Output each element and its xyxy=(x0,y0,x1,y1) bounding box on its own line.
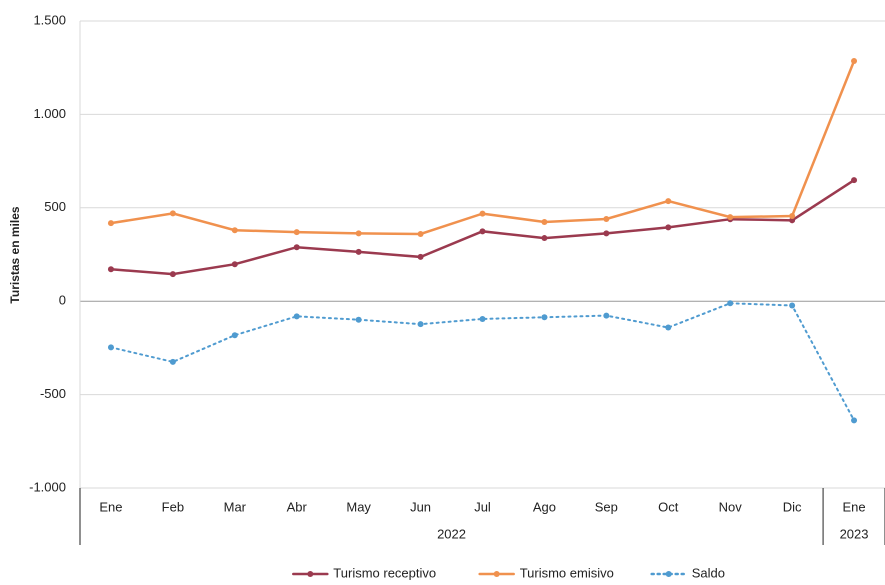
point xyxy=(541,218,548,225)
point xyxy=(789,217,796,224)
point xyxy=(107,266,114,273)
point xyxy=(541,235,548,242)
legend-label: Turismo emisivo xyxy=(520,565,614,580)
point xyxy=(665,324,672,331)
group-label: 2022 xyxy=(437,526,466,541)
point xyxy=(603,230,610,237)
x-tick-label: Oct xyxy=(658,499,679,514)
point xyxy=(169,271,176,278)
x-tick-label: Jul xyxy=(474,499,491,514)
y-tick-label: 1.000 xyxy=(33,106,66,121)
legend-marker xyxy=(307,571,314,577)
point xyxy=(727,214,734,221)
point xyxy=(169,210,176,217)
point xyxy=(107,344,114,351)
y-tick-label: 0 xyxy=(59,293,66,308)
point xyxy=(665,224,672,231)
point xyxy=(851,417,858,424)
point xyxy=(107,220,114,227)
point xyxy=(727,300,734,307)
point xyxy=(417,253,424,260)
x-tick-label: Nov xyxy=(719,499,743,514)
x-tick-label: Dic xyxy=(783,499,802,514)
legend-marker xyxy=(493,571,500,577)
x-tick-label: Ago xyxy=(533,499,556,514)
x-tick-label: Abr xyxy=(287,499,308,514)
x-tick-label: Ene xyxy=(842,499,865,514)
x-tick-label: Feb xyxy=(162,499,184,514)
x-tick-label: Ene xyxy=(99,499,122,514)
y-axis-title: Turistas en miles xyxy=(8,206,22,303)
point xyxy=(603,216,610,223)
y-tick-label: -1.000 xyxy=(29,479,66,494)
point xyxy=(851,177,858,184)
point xyxy=(479,228,486,235)
point xyxy=(293,244,300,251)
y-tick-label: 1.500 xyxy=(33,12,66,27)
point xyxy=(789,302,796,309)
x-tick-label: May xyxy=(346,499,371,514)
x-tick-label: Mar xyxy=(224,499,247,514)
point xyxy=(417,230,424,237)
legend-label: Turismo receptivo xyxy=(333,565,436,580)
point xyxy=(231,227,238,234)
point xyxy=(169,358,176,365)
point xyxy=(789,213,796,220)
x-tick-label: Sep xyxy=(595,499,618,514)
point xyxy=(355,248,362,255)
point xyxy=(851,57,858,64)
group-label: 2023 xyxy=(840,526,869,541)
point xyxy=(293,313,300,320)
point xyxy=(231,332,238,339)
point xyxy=(603,312,610,319)
point xyxy=(541,314,548,321)
y-tick-label: -500 xyxy=(40,386,66,401)
point xyxy=(355,316,362,323)
point xyxy=(479,315,486,322)
legend-marker xyxy=(665,571,672,577)
point xyxy=(665,198,672,205)
point xyxy=(293,229,300,236)
point xyxy=(479,210,486,217)
y-tick-label: 500 xyxy=(44,199,66,214)
legend-label: Saldo xyxy=(692,565,725,580)
x-tick-label: Jun xyxy=(410,499,431,514)
point xyxy=(355,230,362,237)
point xyxy=(417,321,424,328)
point xyxy=(231,261,238,268)
